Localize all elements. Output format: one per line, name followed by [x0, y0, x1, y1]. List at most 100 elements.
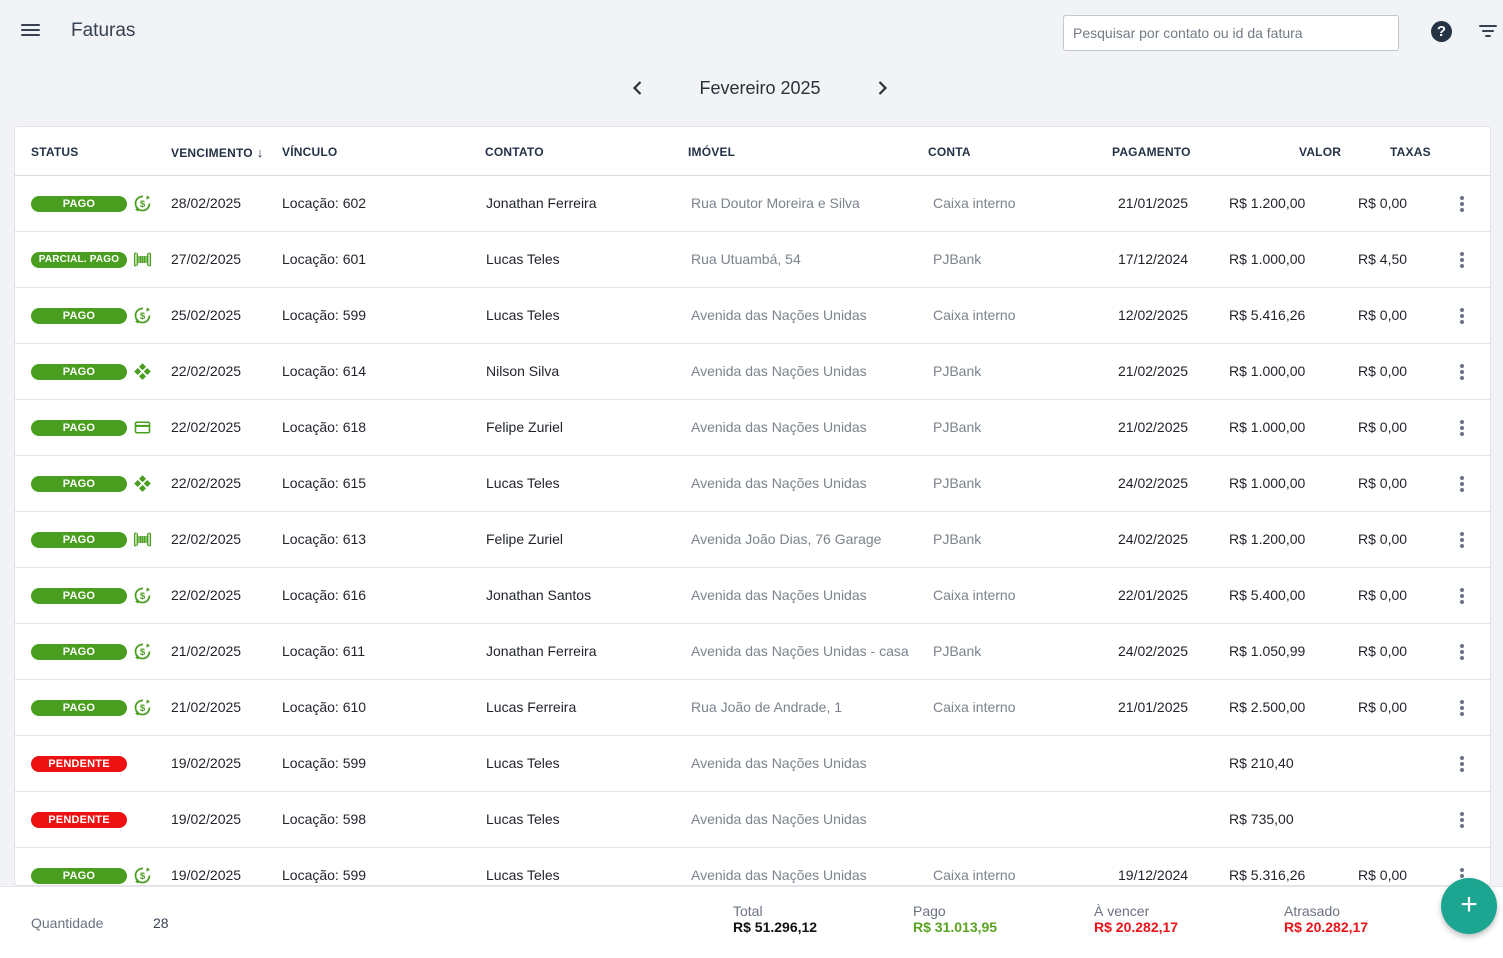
contract-link: Locação: 613 — [282, 531, 367, 547]
property-address: Avenida João Dias, 76 Garage — [691, 531, 882, 547]
account-name: Caixa interno — [933, 195, 1016, 211]
upcoming-summary: À vencer R$ 20.282,17 — [1094, 903, 1178, 935]
more-options-icon[interactable] — [1452, 529, 1472, 551]
property-address: Avenida das Nações Unidas — [691, 307, 867, 323]
status-badge: PAGO — [31, 476, 127, 492]
due-date: 28/02/2025 — [171, 195, 242, 211]
table-row[interactable]: PAGO 22/02/2025 Locação: 614 Nilson Silva Av… — [15, 344, 1490, 400]
paid-label: Pago — [913, 903, 946, 919]
total-value: R$ 51.296,12 — [733, 919, 818, 935]
fees-value: R$ 0,00 — [1358, 475, 1408, 491]
recurring-payment-icon: $ — [132, 697, 153, 718]
contract-link: Locação: 618 — [282, 419, 367, 435]
account-name: PJBank — [933, 363, 982, 379]
table-row[interactable]: PAGO 22/02/2025 Locação: 613 Felipe Zuriel A… — [15, 512, 1490, 568]
amount-value: R$ 1.050,99 — [1229, 643, 1306, 659]
recurring-payment-icon: $ — [132, 305, 153, 326]
status-badge: PARCIAL. PAGO — [31, 252, 127, 268]
column-taxas[interactable]: TAXAS — [1390, 145, 1431, 159]
payment-date: 24/02/2025 — [1118, 475, 1189, 491]
more-options-icon[interactable] — [1452, 417, 1472, 439]
column-conta[interactable]: CONTA — [928, 145, 971, 159]
column-valor[interactable]: VALOR — [1299, 145, 1342, 159]
more-options-icon[interactable] — [1452, 809, 1472, 831]
property-address: Avenida das Nações Unidas — [691, 755, 867, 771]
fees-value: R$ 0,00 — [1358, 195, 1408, 211]
filter-icon[interactable] — [1479, 24, 1497, 38]
status-badge: PAGO — [31, 588, 127, 604]
barcode-icon — [132, 249, 153, 270]
due-date: 22/02/2025 — [171, 531, 242, 547]
search-input[interactable] — [1063, 15, 1399, 51]
account-name: Caixa interno — [933, 867, 1016, 883]
status-badge: PENDENTE — [31, 756, 127, 772]
due-date: 19/02/2025 — [171, 811, 242, 827]
column-imovel[interactable]: IMÓVEL — [688, 145, 736, 159]
summary-footer: Quantidade 28 Total R$ 51.296,12 Pago R$… — [0, 886, 1503, 958]
paid-summary: Pago R$ 31.013,95 — [913, 903, 997, 935]
table-row[interactable]: PAGO 22/02/2025 Locação: 615 Lucas Teles Ave… — [15, 456, 1490, 512]
payment-date: 22/01/2025 — [1118, 587, 1189, 603]
add-invoice-button[interactable]: + — [1441, 878, 1497, 934]
help-icon[interactable]: ? — [1431, 21, 1452, 42]
more-options-icon[interactable] — [1452, 697, 1472, 719]
amount-value: R$ 5.416,26 — [1229, 307, 1306, 323]
more-options-icon[interactable] — [1452, 249, 1472, 271]
fees-value: R$ 0,00 — [1358, 699, 1408, 715]
status-badge: PAGO — [31, 532, 127, 548]
upcoming-value: R$ 20.282,17 — [1094, 919, 1179, 935]
table-row[interactable]: PARCIAL. PAGO 27/02/2025 Locação: 601 Lucas… — [15, 232, 1490, 288]
table-row[interactable]: PAGO $19/02/2025 Locação: 599 Lucas Teles Av… — [15, 848, 1490, 885]
more-options-icon[interactable] — [1452, 193, 1472, 215]
more-options-icon[interactable] — [1452, 585, 1472, 607]
contact-name: Lucas Teles — [486, 755, 560, 771]
contract-link: Locação: 601 — [282, 251, 367, 267]
contact-name: Jonathan Ferreira — [486, 643, 597, 659]
chevron-right-icon[interactable] — [870, 76, 894, 100]
due-date: 19/02/2025 — [171, 755, 242, 771]
due-date: 25/02/2025 — [171, 307, 242, 323]
payment-date: 21/02/2025 — [1118, 363, 1189, 379]
column-status[interactable]: STATUS — [31, 145, 79, 159]
more-options-icon[interactable] — [1452, 641, 1472, 663]
chevron-left-icon[interactable] — [626, 76, 650, 100]
account-name: Caixa interno — [933, 699, 1016, 715]
column-contato[interactable]: CONTATO — [485, 145, 544, 159]
payment-date: 21/01/2025 — [1118, 699, 1189, 715]
menu-icon[interactable] — [20, 21, 42, 41]
contract-link: Locação: 615 — [282, 475, 367, 491]
column-vencimento[interactable]: VENCIMENTO ↓ — [171, 145, 264, 160]
status-badge: PAGO — [31, 868, 127, 884]
svg-text:$: $ — [140, 311, 146, 322]
table-row[interactable]: PAGO $25/02/2025 Locação: 599 Lucas Teles Av… — [15, 288, 1490, 344]
recurring-payment-icon: $ — [132, 585, 153, 606]
more-options-icon[interactable] — [1452, 305, 1472, 327]
payment-date: 19/12/2024 — [1118, 867, 1189, 883]
contract-link: Locação: 598 — [282, 811, 367, 827]
table-row[interactable]: PAGO $28/02/2025 Locação: 602 Jonathan Ferr… — [15, 176, 1490, 232]
svg-text:$: $ — [140, 703, 146, 714]
amount-value: R$ 5.316,26 — [1229, 867, 1306, 883]
payment-date: 24/02/2025 — [1118, 643, 1189, 659]
more-options-icon[interactable] — [1452, 753, 1472, 775]
table-row[interactable]: PENDENTE 19/02/2025 Locação: 599 Lucas Tele… — [15, 736, 1490, 792]
table-row[interactable]: PAGO $21/02/2025 Locação: 611 Jonathan Ferr… — [15, 624, 1490, 680]
table-row[interactable]: PAGO $21/02/2025 Locação: 610 Lucas Ferreir… — [15, 680, 1490, 736]
invoices-table: STATUS VENCIMENTO ↓ VÍNCULO CONTATO IMÓVE… — [14, 126, 1491, 886]
due-date: 22/02/2025 — [171, 419, 242, 435]
column-pagamento[interactable]: PAGAMENTO — [1112, 145, 1191, 159]
pix-icon — [132, 473, 153, 494]
table-row[interactable]: PAGO 22/02/2025 Locação: 618 Felipe Zuriel A… — [15, 400, 1490, 456]
account-name: PJBank — [933, 419, 982, 435]
contract-link: Locação: 599 — [282, 307, 367, 323]
payment-date: 12/02/2025 — [1118, 307, 1189, 323]
account-name: PJBank — [933, 531, 982, 547]
table-row[interactable]: PAGO $22/02/2025 Locação: 616 Jonathan Sant… — [15, 568, 1490, 624]
more-options-icon[interactable] — [1452, 473, 1472, 495]
fees-value: R$ 0,00 — [1358, 363, 1408, 379]
payment-date: 21/01/2025 — [1118, 195, 1189, 211]
property-address: Avenida das Nações Unidas — [691, 475, 867, 491]
column-vinculo[interactable]: VÍNCULO — [282, 145, 338, 159]
more-options-icon[interactable] — [1452, 361, 1472, 383]
table-row[interactable]: PENDENTE 19/02/2025 Locação: 598 Lucas Tele… — [15, 792, 1490, 848]
